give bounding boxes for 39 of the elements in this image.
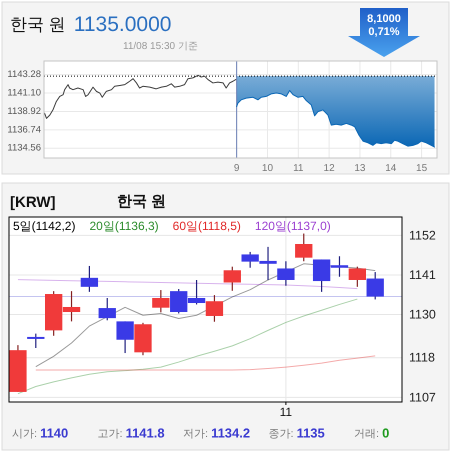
timestamp: 11/08 15:30 기준 xyxy=(123,41,198,52)
legend-item: 60일(1118,5) xyxy=(172,219,241,233)
y-tick-label: 1130 xyxy=(409,308,436,322)
stat-value: 1135 xyxy=(296,426,325,440)
stat-value: 1140 xyxy=(40,426,68,440)
y-tick-label: 1118 xyxy=(409,350,435,365)
x-tick-label: 12 xyxy=(324,163,335,174)
y-tick-label: 1141 xyxy=(409,268,436,282)
legend-item: 5일(1142,2) xyxy=(13,219,76,233)
stat-label: 시가: xyxy=(12,428,38,440)
legend-item: 20일(1136,3) xyxy=(89,219,159,233)
y-tick-label: 1134.56 xyxy=(7,142,41,154)
x-tick-label: 11 xyxy=(280,405,292,419)
stat-label: 거래: xyxy=(354,428,380,440)
stat-label: 종가: xyxy=(268,428,294,440)
legend-item: 120일(1137,0) xyxy=(254,219,331,233)
y-tick-label: 1141.10 xyxy=(7,88,41,99)
x-tick-label: 15 xyxy=(416,163,428,174)
x-tick-label: 14 xyxy=(385,163,396,174)
stat-value: 1134.2 xyxy=(211,426,250,440)
stat-label: 저가: xyxy=(183,428,208,440)
stat-value: 1141.8 xyxy=(126,426,165,440)
y-tick-label: 1138.92 xyxy=(7,106,41,117)
x-tick-label: 9 xyxy=(234,163,240,174)
y-tick-label: 1152 xyxy=(409,228,436,242)
change: 8,1000 xyxy=(367,13,401,25)
x-tick-label: 10 xyxy=(262,163,274,174)
price: 1135.0000 xyxy=(74,13,172,36)
stat-label: 고가: xyxy=(98,428,123,440)
title: [KRW] xyxy=(10,194,56,211)
y-tick-label: 1107 xyxy=(409,390,436,404)
title: 한국 원 xyxy=(10,15,66,34)
x-tick-label: 11 xyxy=(293,163,304,174)
y-tick-label: 1136.74 xyxy=(7,124,41,136)
x-tick-label: 13 xyxy=(354,163,366,174)
stat-value: 0 xyxy=(382,426,390,440)
change: 0,71% xyxy=(368,26,400,38)
y-tick-label: 1143.28 xyxy=(7,69,41,80)
subtitle: 한국 원 xyxy=(117,193,166,210)
